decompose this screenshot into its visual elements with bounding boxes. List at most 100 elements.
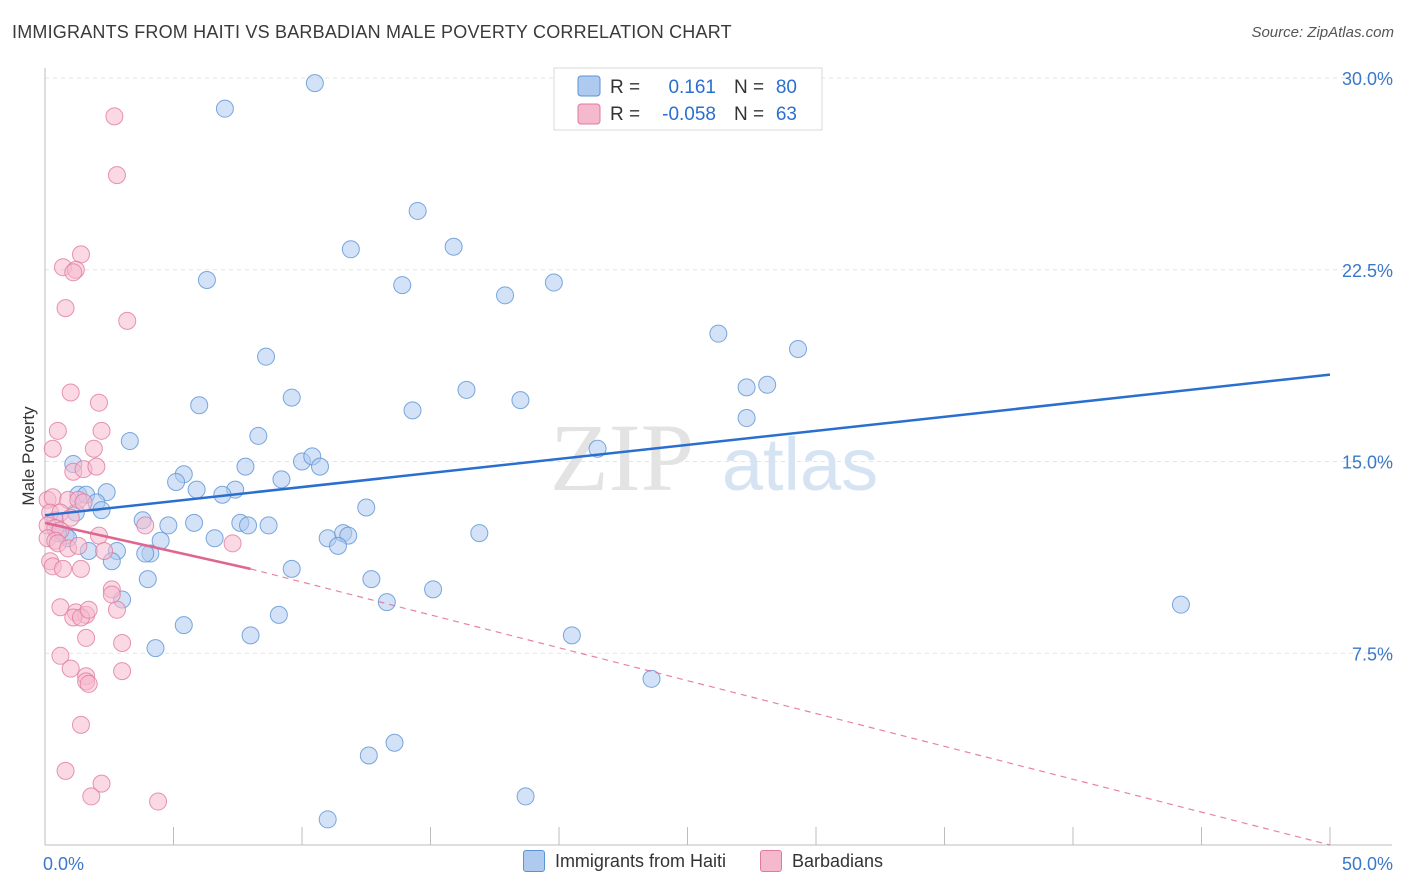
stats-legend-r-value: -0.058 <box>662 104 716 125</box>
haiti-point <box>328 536 347 555</box>
barbadian-point <box>64 263 83 282</box>
barbadian-point <box>113 662 132 681</box>
haiti-point <box>789 340 808 359</box>
haiti-point <box>187 480 206 499</box>
y-tick-label: 7.5% <box>1352 644 1393 664</box>
barbadian-point <box>113 634 132 653</box>
haiti-point <box>385 733 404 752</box>
barbadian-point <box>61 659 80 678</box>
barbadian-point <box>56 299 75 318</box>
haiti-point <box>282 388 301 407</box>
haiti-point <box>393 276 412 295</box>
stats-legend-r-value: 0.161 <box>668 77 716 98</box>
barbadian-point <box>71 715 90 734</box>
barbadian-trend-extension <box>250 568 1331 846</box>
legend-item-haiti[interactable]: Immigrants from Haiti <box>522 850 726 872</box>
barbadian-point <box>71 559 90 578</box>
haiti-point <box>588 439 607 458</box>
haiti-point <box>709 324 728 343</box>
stats-legend: R = 0.161 N = 80 R = -0.058 N = 63 <box>553 67 823 131</box>
barbadian-trend-line <box>44 521 251 571</box>
y-axis-label: Male Poverty <box>19 406 38 506</box>
haiti-point <box>167 472 186 491</box>
haiti-point <box>362 570 381 589</box>
barbadian-point <box>92 421 111 440</box>
haiti-point <box>496 286 515 305</box>
haiti-point <box>310 457 329 476</box>
haiti-point <box>544 273 563 292</box>
barbadian-point <box>107 166 126 185</box>
barbadian-point <box>48 421 67 440</box>
haiti-point <box>758 375 777 394</box>
legend-label-barbadians: Barbadians <box>791 850 884 871</box>
stats-legend-barbadian-swatch <box>577 103 601 125</box>
haiti-point <box>1171 595 1190 614</box>
haiti-trend-line <box>44 373 1331 517</box>
haiti-point <box>737 409 756 428</box>
axes <box>44 68 1392 846</box>
haiti-point <box>359 746 378 765</box>
haiti-point <box>642 669 661 688</box>
legend-label-haiti: Immigrants from Haiti <box>554 850 726 871</box>
y-tick-label: 15.0% <box>1342 453 1393 473</box>
barbadian-point <box>84 439 103 458</box>
y-tick-label: 30.0% <box>1342 69 1393 89</box>
barbadian-point <box>87 457 106 476</box>
barbadian-point <box>69 536 88 555</box>
stats-legend-n-label: N = <box>734 104 764 125</box>
barbadian-point <box>56 761 75 780</box>
stats-legend-n-label: N = <box>734 77 764 98</box>
barbadian-point <box>136 516 155 535</box>
barbadian-point <box>82 787 101 806</box>
barbadian-point <box>74 493 93 512</box>
barbadian-point <box>105 107 124 126</box>
haiti-point <box>239 516 258 535</box>
haiti-point <box>562 626 581 645</box>
haiti-point <box>305 74 324 93</box>
x-tick-label: 0.0% <box>43 854 84 874</box>
barbadian-point <box>95 541 114 560</box>
haiti-point <box>357 498 376 517</box>
x-tick-label: 50.0% <box>1342 854 1393 874</box>
haiti-point <box>185 513 204 532</box>
haiti-point <box>249 426 268 445</box>
haiti-point <box>259 516 278 535</box>
haiti-point <box>511 391 530 410</box>
barbadian-point <box>89 393 108 412</box>
haiti-point <box>146 639 165 658</box>
barbadian-point <box>107 600 126 619</box>
chart-title: IMMIGRANTS FROM HAITI VS BARBADIAN MALE … <box>12 22 732 42</box>
haiti-point <box>282 559 301 578</box>
stats-legend-n-value: 80 <box>776 77 797 98</box>
barbadian-point <box>118 311 137 330</box>
barbadian-point <box>223 534 242 553</box>
legend-item-barbadians[interactable]: Barbadians <box>759 850 884 872</box>
haiti-point <box>159 516 178 535</box>
stats-legend-n-value: 63 <box>776 104 797 125</box>
stats-legend-r-label: R = <box>610 104 640 125</box>
haiti-point <box>138 570 157 589</box>
trend-lines <box>44 373 1331 846</box>
series-legend: Immigrants from Haiti Barbadians <box>0 850 1406 872</box>
stats-legend-r-label: R = <box>610 77 640 98</box>
stats-legend-haiti-swatch <box>577 75 601 97</box>
haiti-point <box>120 432 139 451</box>
haiti-point <box>272 470 291 489</box>
haiti-point <box>257 347 276 366</box>
legend-swatch-haiti <box>522 850 545 872</box>
haiti-point <box>444 237 463 256</box>
haiti-point <box>215 99 234 118</box>
barbadian-point <box>92 774 111 793</box>
haiti-point <box>236 457 255 476</box>
tick-labels: 7.5% 15.0% 22.5% 30.0% 0.0% 50.0% <box>43 69 1393 874</box>
barbadian-point <box>53 559 72 578</box>
haiti-point <box>516 787 535 806</box>
haiti-point <box>457 380 476 399</box>
barbadian-point <box>43 439 62 458</box>
haiti-point <box>424 580 443 599</box>
watermark-atlas: atlas <box>722 423 878 506</box>
barbadian-point <box>43 488 62 507</box>
legend-swatch-barbadians <box>759 850 782 872</box>
haiti-point <box>205 529 224 548</box>
